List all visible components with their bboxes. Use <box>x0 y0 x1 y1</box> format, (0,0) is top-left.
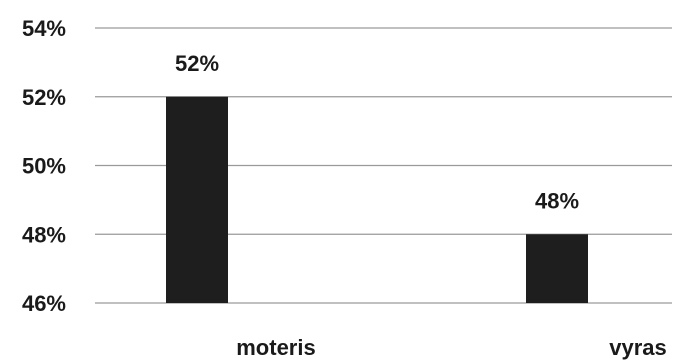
data-label-moteris: 52% <box>175 51 219 76</box>
category-labels: moteris vyras <box>236 335 667 360</box>
y-tick-label: 46% <box>22 291 66 316</box>
bars <box>166 96 588 303</box>
category-label-moteris: moteris <box>236 335 315 360</box>
y-tick-label: 48% <box>22 222 66 247</box>
bar-moteris <box>166 96 228 303</box>
data-labels: 52% 48% <box>175 51 579 214</box>
y-axis-tick-labels: 46% 48% 50% 52% 54% <box>22 16 66 316</box>
y-tick-label: 50% <box>22 154 66 179</box>
y-tick-label: 54% <box>22 16 66 41</box>
category-label-vyras: vyras <box>609 335 667 360</box>
y-tick-label: 52% <box>22 85 66 110</box>
bar-vyras <box>526 234 588 303</box>
data-label-vyras: 48% <box>535 188 579 213</box>
